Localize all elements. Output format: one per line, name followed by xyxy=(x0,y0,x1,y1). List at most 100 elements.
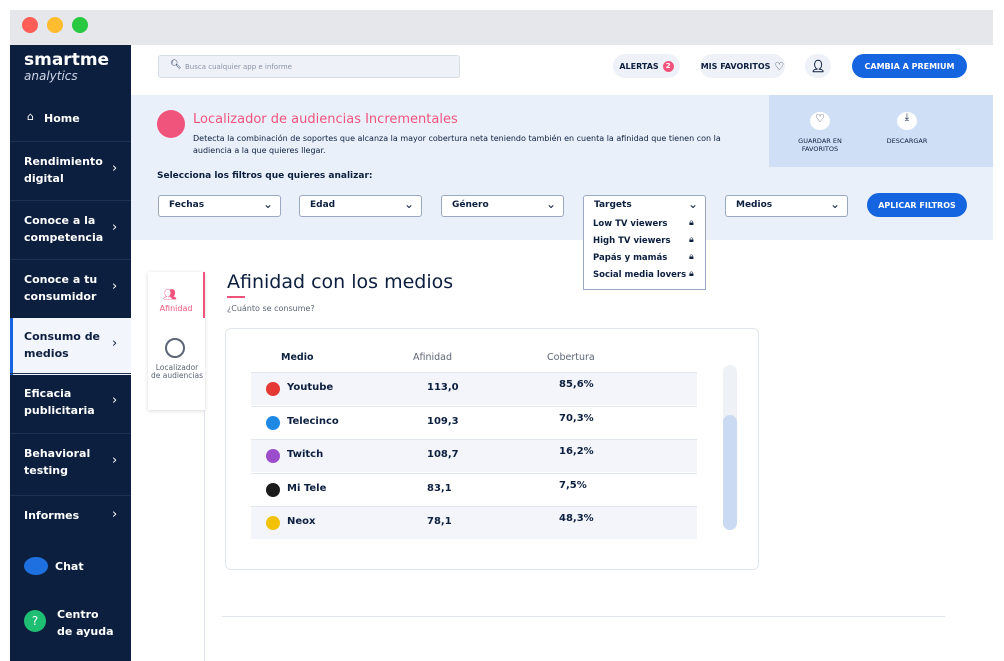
target-option[interactable]: Social media lovers xyxy=(593,270,687,280)
alerts-text: ALERTAS xyxy=(619,61,659,71)
nav-item[interactable]: Home xyxy=(44,112,80,125)
favorites[interactable]: MIS FAVORITOS ♡ xyxy=(700,54,785,78)
chevron: ⌄ xyxy=(546,197,557,211)
cell: Twitch xyxy=(287,449,324,460)
chevron: › xyxy=(112,336,118,351)
scroll-thumb[interactable] xyxy=(723,415,737,530)
column-header: Cobertura xyxy=(547,352,595,363)
nav-sep xyxy=(10,433,131,434)
title-bar xyxy=(10,10,993,45)
filter-select[interactable]: Género xyxy=(441,195,564,217)
chevron: › xyxy=(112,161,118,176)
media-icon xyxy=(266,382,280,396)
cell: Neox xyxy=(287,516,316,527)
cell: 7,5% xyxy=(559,479,587,491)
cell: Mi Tele xyxy=(287,482,327,494)
nav-item[interactable]: Consumo de medios xyxy=(24,330,101,360)
media-icon xyxy=(266,415,280,430)
table-row xyxy=(251,372,697,405)
table-row xyxy=(251,506,697,539)
nav-item[interactable]: Conoce a la competencia xyxy=(24,214,104,244)
nav-item[interactable]: Rendimiento digital xyxy=(24,155,103,185)
banner-description: Detecta la combinación de soportes que a… xyxy=(193,134,721,155)
active-item-bg xyxy=(10,318,131,375)
user[interactable]: 👤︎ xyxy=(805,54,831,78)
divider xyxy=(204,272,205,661)
banner-actions xyxy=(769,95,993,167)
chevron: › xyxy=(112,279,118,294)
help-icon[interactable]: ? xyxy=(24,610,46,632)
chevron: ⌄ xyxy=(830,197,841,211)
min-dot[interactable] xyxy=(47,17,63,33)
section-subtitle: ¿Cuánto se consume? xyxy=(227,304,315,313)
cell: 83,1 xyxy=(427,482,452,494)
cell: 85,6% xyxy=(559,379,594,390)
alerts-badge: 2 xyxy=(662,60,674,72)
close-dot[interactable] xyxy=(22,17,38,33)
nav-sep xyxy=(10,373,131,374)
cell: 70,3% xyxy=(559,412,594,424)
banner-icon xyxy=(157,110,185,138)
filter-select[interactable]: Edad xyxy=(299,195,422,217)
save[interactable]: GUARDAR EN FAVORITOS xyxy=(798,137,842,153)
tab-active-bar xyxy=(203,272,205,318)
heart: ♡ xyxy=(774,59,785,73)
chevron: ⌄ xyxy=(404,197,415,211)
lock-icon: 🔒︎ xyxy=(689,218,694,228)
cell: 113,0 xyxy=(427,382,459,393)
table-row xyxy=(251,405,697,439)
table-card xyxy=(225,328,759,570)
nav-item[interactable]: Eficacia publicitaria xyxy=(24,387,95,417)
lock-icon: 🔒︎ xyxy=(689,252,694,262)
media-icon xyxy=(266,482,280,497)
nav-item[interactable]: Conoce a tu consumidor xyxy=(24,273,98,303)
cell: Telecinco xyxy=(287,415,339,427)
filter-select[interactable]: Targets xyxy=(583,195,706,217)
target-option[interactable]: Papás y mamás xyxy=(593,253,668,263)
home-icon: ⌂ xyxy=(27,110,34,123)
footer-line xyxy=(222,616,945,617)
column-header: Afinidad xyxy=(413,352,453,363)
target-option[interactable]: Low TV viewers xyxy=(593,219,668,229)
download-icon[interactable]: ⤓ xyxy=(897,112,917,130)
search-icon: 🔍︎ xyxy=(170,60,182,70)
cell: 109,3 xyxy=(427,415,459,427)
save-icon[interactable]: ♡ xyxy=(810,112,830,130)
media-icon xyxy=(266,516,280,530)
filter-select[interactable]: Medios xyxy=(725,195,848,217)
cell: 78,1 xyxy=(427,516,452,527)
filter-select[interactable]: Fechas xyxy=(158,195,281,217)
target-option[interactable]: High TV viewers xyxy=(593,236,671,246)
lock-icon: 🔒︎ xyxy=(689,235,694,245)
apply[interactable]: APLICAR FILTROS xyxy=(867,193,967,217)
filters-label: Selecciona los filtros que quieres anali… xyxy=(157,171,373,181)
alerts[interactable]: ALERTAS 2 xyxy=(613,54,680,78)
chevron: ⌄ xyxy=(688,197,699,211)
help[interactable]: Centro de ayuda xyxy=(57,608,114,638)
search[interactable]: Busca cualquier app e informe xyxy=(158,55,460,78)
cell: 48,3% xyxy=(559,513,594,524)
table-row xyxy=(251,439,697,472)
max-dot[interactable] xyxy=(72,17,88,33)
premium[interactable]: CAMBIA A PREMIUM xyxy=(852,54,967,78)
table-row xyxy=(251,472,697,506)
nav-sep xyxy=(10,259,131,260)
tab-localizador[interactable]: Localizador de audiencias xyxy=(150,363,204,380)
nav-item[interactable]: Behavioral testing xyxy=(24,447,91,477)
tab-icon xyxy=(165,338,185,358)
chat-icon[interactable] xyxy=(24,557,48,575)
nav-item[interactable]: Informes xyxy=(24,509,80,522)
nav-sep xyxy=(10,495,131,496)
chevron: › xyxy=(112,393,118,408)
chat[interactable]: Chat xyxy=(55,560,84,573)
chevron: › xyxy=(112,453,118,468)
section-title: Afinidad con los medios xyxy=(227,271,454,293)
download[interactable]: DESCARGAR xyxy=(886,137,928,145)
chevron: › xyxy=(112,507,118,522)
cell: Youtube xyxy=(287,382,334,393)
tab-afinidad[interactable]: Afinidad xyxy=(159,304,193,313)
media-icon xyxy=(266,449,280,463)
logo-sub: analytics xyxy=(24,69,78,83)
tab-icon: 👥︎ xyxy=(163,288,177,301)
